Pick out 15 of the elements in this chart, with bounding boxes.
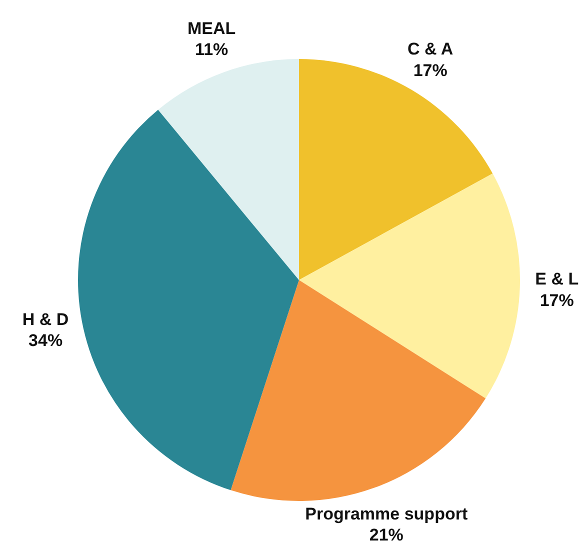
pie-slice [230,280,486,501]
data-label: 17% [540,290,574,310]
pie-slice [78,110,299,490]
data-label: 21% [369,526,404,545]
slice-label: H & D [22,310,69,329]
data-label: 17% [413,60,448,80]
data-label: 11% [195,40,228,60]
slice-label: C & A [408,40,454,59]
pie-slice [158,59,299,280]
pie-slice [299,174,520,398]
pie-slice [299,59,493,280]
slice-label: Programme support [305,504,468,524]
slice-label: E & L [535,270,579,289]
slice-label: MEAL [188,18,236,38]
data-label: 34% [28,331,63,350]
